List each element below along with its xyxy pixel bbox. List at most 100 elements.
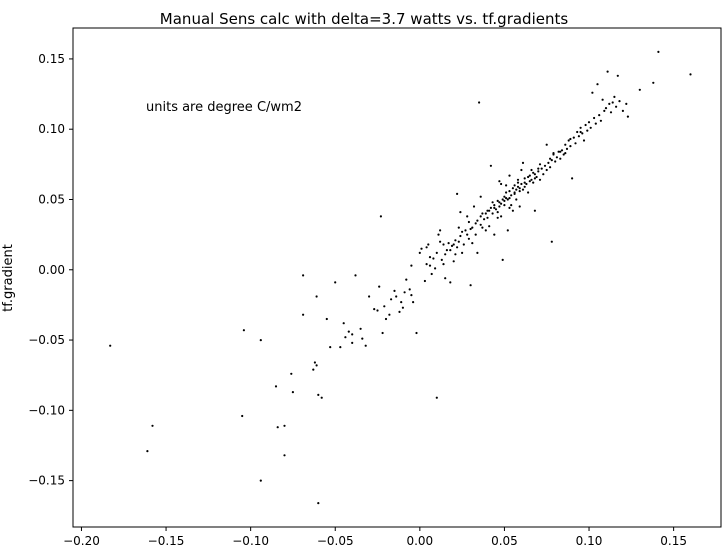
- data-point: [496, 199, 499, 202]
- data-point: [442, 263, 445, 266]
- data-point: [449, 281, 452, 284]
- data-point: [523, 177, 526, 180]
- data-point: [518, 187, 521, 190]
- data-point: [428, 264, 432, 267]
- x-tick-label: 0.00: [406, 534, 433, 548]
- data-point: [479, 215, 482, 218]
- data-point: [606, 70, 609, 73]
- data-point: [405, 278, 408, 281]
- data-point: [555, 156, 559, 159]
- data-point: [384, 317, 388, 321]
- data-point: [547, 161, 550, 164]
- data-point: [461, 230, 464, 233]
- data-point: [577, 135, 581, 138]
- data-point: [456, 192, 459, 195]
- data-point: [569, 137, 572, 141]
- x-tick-label: 0.15: [660, 534, 687, 548]
- data-point: [334, 281, 337, 284]
- data-point: [608, 102, 611, 105]
- data-point: [481, 212, 484, 215]
- data-point: [609, 111, 613, 114]
- chart-title: Manual Sens calc with delta=3.7 watts vs…: [160, 10, 569, 28]
- data-point: [418, 251, 421, 254]
- data-point: [439, 229, 442, 232]
- data-point: [478, 101, 481, 104]
- data-point: [549, 157, 552, 160]
- data-point: [320, 396, 323, 399]
- data-point: [403, 291, 406, 294]
- data-point: [425, 246, 428, 249]
- data-point: [425, 263, 428, 266]
- data-point: [515, 198, 518, 201]
- data-point: [604, 107, 608, 110]
- data-point: [587, 121, 591, 124]
- data-point: [516, 181, 520, 184]
- data-point: [523, 181, 526, 184]
- data-point: [479, 195, 482, 198]
- data-point: [408, 288, 411, 291]
- data-point: [584, 123, 587, 127]
- data-point: [564, 152, 567, 155]
- data-point: [290, 372, 293, 375]
- data-point: [491, 212, 494, 215]
- data-point: [537, 167, 540, 170]
- data-point: [505, 184, 508, 187]
- data-point: [652, 81, 655, 84]
- data-point: [518, 190, 521, 193]
- data-point: [483, 218, 486, 221]
- data-point: [325, 317, 328, 321]
- data-point: [274, 385, 278, 388]
- y-axis-label: tf.gradient: [1, 244, 16, 312]
- data-point: [315, 295, 318, 298]
- data-point: [506, 229, 509, 232]
- data-point: [457, 240, 460, 243]
- data-point: [579, 126, 582, 129]
- data-point: [459, 211, 462, 214]
- data-point: [467, 237, 470, 240]
- data-point: [493, 233, 496, 236]
- data-point: [532, 181, 535, 184]
- data-point: [479, 223, 482, 226]
- data-point: [302, 313, 305, 316]
- data-point: [533, 177, 537, 180]
- data-point: [538, 163, 542, 166]
- data-point: [491, 201, 494, 204]
- data-point: [449, 249, 452, 252]
- data-point: [450, 244, 454, 247]
- data-point: [515, 188, 518, 191]
- data-point: [317, 502, 320, 505]
- data-point: [516, 178, 520, 181]
- data-point: [484, 229, 487, 232]
- data-point: [481, 226, 484, 229]
- data-point: [571, 177, 574, 180]
- data-point: [533, 173, 537, 176]
- data-point: [351, 341, 354, 344]
- data-point: [312, 368, 315, 371]
- data-point: [569, 145, 572, 148]
- data-point: [594, 122, 597, 125]
- data-point: [501, 258, 504, 261]
- data-point: [579, 130, 582, 134]
- y-tick-label: 0.10: [38, 122, 65, 136]
- x-tick-label: −0.10: [232, 534, 269, 548]
- data-point: [376, 309, 379, 312]
- data-point: [521, 161, 525, 164]
- data-point: [401, 306, 404, 309]
- y-axis: −0.15 −0.10 −0.05 0.00 0.05 0.10 0.15: [28, 52, 73, 488]
- data-point: [400, 301, 403, 304]
- data-point: [559, 157, 562, 160]
- data-point: [543, 164, 547, 167]
- data-point: [581, 132, 584, 135]
- data-point: [486, 216, 489, 219]
- data-point: [452, 260, 455, 263]
- data-point: [412, 301, 415, 304]
- data-point: [564, 143, 567, 146]
- data-point: [379, 215, 382, 218]
- data-point: [486, 209, 489, 212]
- data-point: [616, 74, 619, 77]
- data-point: [496, 211, 499, 214]
- data-point: [508, 174, 511, 177]
- data-point: [467, 220, 470, 224]
- data-point: [342, 322, 345, 325]
